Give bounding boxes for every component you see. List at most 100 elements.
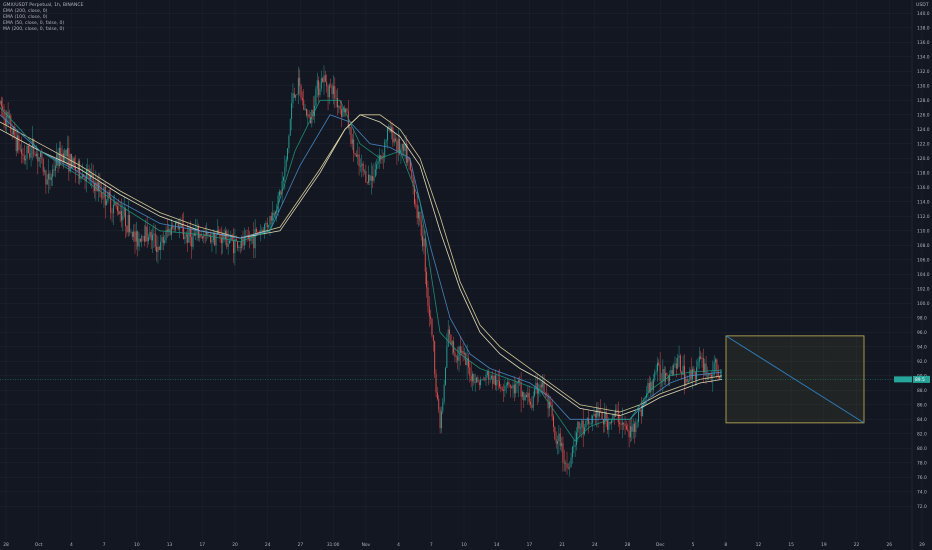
candle-body (590, 423, 592, 424)
y-tick-label: 106.0 (917, 257, 930, 263)
candle-body (577, 421, 579, 433)
candle-body (79, 160, 81, 179)
candle-body (353, 139, 355, 154)
candle-body (168, 228, 170, 232)
candle-body (289, 118, 291, 136)
candle-body (29, 153, 31, 158)
y-tick-label: 132.0 (917, 69, 930, 75)
candle-body (322, 78, 324, 83)
candle-body (270, 216, 272, 221)
candle-body (408, 157, 410, 161)
legend-line-2[interactable]: EMA (100, close, 0) (3, 15, 48, 20)
x-tick-label: 17 (199, 542, 205, 548)
candle-body (667, 375, 669, 382)
candle-body (463, 352, 465, 355)
candle-body (27, 145, 29, 154)
candle-body (41, 151, 43, 160)
candle-body (21, 149, 23, 154)
candle-body (81, 174, 83, 178)
candle-body (355, 154, 357, 157)
candle-body (459, 346, 461, 353)
y-tick-label: 136.0 (917, 40, 930, 46)
candle-body (485, 374, 487, 381)
candle-body (241, 237, 243, 249)
candle-body (77, 160, 79, 172)
candle-body (33, 138, 35, 155)
candle-body (162, 237, 164, 244)
candle-body (670, 369, 672, 375)
candle-body (635, 422, 637, 432)
candle-body (144, 236, 145, 242)
candle-body (211, 240, 213, 243)
candle-body (669, 374, 671, 382)
candle-body (446, 346, 448, 368)
candle-body (335, 98, 337, 99)
y-tick-label: 84.0 (917, 417, 927, 423)
candle-body (589, 423, 591, 425)
candle-body (480, 379, 482, 386)
candle-body (441, 411, 442, 429)
candle-body (404, 143, 406, 152)
candle-body (67, 148, 68, 157)
candle-body (563, 462, 565, 464)
moving-averages (0, 99, 723, 442)
candle-body (9, 115, 10, 118)
candle-body (517, 380, 519, 382)
candle-body (247, 236, 249, 239)
candle-body (291, 103, 293, 119)
legend-line-3[interactable]: EMA (50, close, 0, false, 0) (3, 21, 65, 26)
candle-body (307, 114, 309, 116)
candle-body (573, 446, 575, 448)
symbol-title[interactable]: GMX/USDT Perpetual, 1h, BINANCE (3, 3, 84, 8)
candle-body (130, 231, 132, 233)
candle-body (227, 243, 229, 247)
candle-body (115, 201, 117, 207)
candle-body (346, 108, 348, 112)
candle-body (365, 170, 367, 183)
candle-body (320, 78, 322, 89)
y-tick-label: 130.0 (917, 83, 930, 89)
candle-body (384, 142, 386, 158)
candle-body (554, 427, 556, 440)
candle-body (119, 211, 121, 215)
candle-body (63, 153, 64, 162)
candle-body (138, 238, 140, 247)
candle-body (476, 377, 477, 383)
y-tick-label: 100.0 (917, 301, 930, 307)
candle-body (719, 376, 720, 379)
candle-body (149, 231, 151, 238)
candle-body (281, 181, 283, 195)
candle-body (613, 415, 615, 417)
candle-body (296, 94, 298, 95)
candle-body (69, 154, 71, 172)
candle-body (532, 396, 534, 408)
candle-body (496, 380, 498, 386)
candle-body (189, 228, 191, 237)
candle-body (561, 443, 563, 447)
x-tick-label: 7 (103, 542, 106, 548)
candle-body (604, 411, 606, 425)
candle-body (474, 382, 476, 383)
candle-body (682, 365, 684, 375)
candle-body (711, 374, 712, 377)
candle-body (538, 389, 540, 394)
x-tick-label: Dec (656, 542, 665, 548)
candle-body (647, 383, 649, 394)
x-tick-label: 24 (592, 542, 598, 548)
candle-body (562, 443, 564, 463)
candle-body (638, 411, 639, 422)
legend-line-1[interactable]: EMA (200, close, 0) (3, 9, 48, 14)
x-tick-label: 29 (919, 542, 925, 548)
time-axis[interactable]: 28 Oct 4 7 10 13 17 20 24 27 31:00 Nov 4 7 10 14 17 21 24 2… (3, 542, 925, 548)
candle-body (137, 231, 139, 247)
candle-body (341, 109, 342, 117)
candle-body (712, 374, 714, 377)
candle-body (409, 160, 411, 170)
candle-body (643, 397, 645, 406)
candle-body (454, 352, 456, 357)
candle-body (472, 373, 473, 382)
legend-line-4[interactable]: MA (200, close, 0, false, 0) (3, 27, 65, 32)
candle-body (651, 381, 653, 390)
